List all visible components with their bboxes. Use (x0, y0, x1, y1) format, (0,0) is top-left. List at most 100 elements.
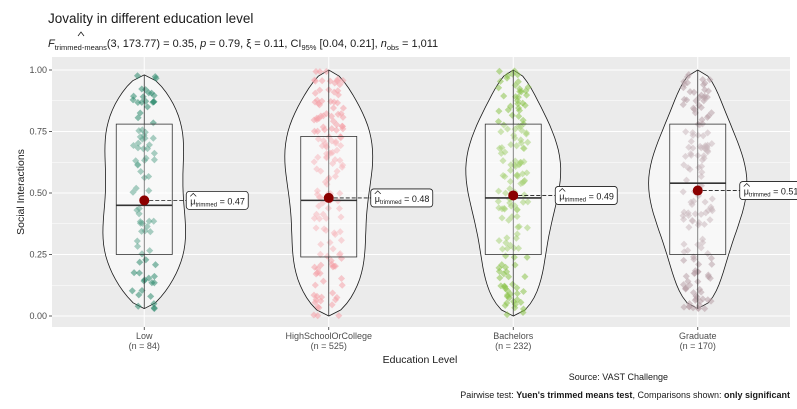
data-point (129, 188, 137, 196)
data-point (333, 167, 341, 175)
data-point (337, 213, 345, 221)
data-point (706, 76, 714, 84)
x-tick-n-label: (n = 232) (495, 341, 531, 351)
data-point (521, 273, 529, 281)
data-point (680, 256, 688, 264)
data-point (336, 156, 344, 164)
data-point (680, 248, 688, 256)
data-point (311, 263, 319, 271)
data-point (339, 125, 347, 133)
data-point (320, 225, 328, 233)
data-point (687, 151, 695, 159)
mean-label-box (554, 186, 618, 205)
data-point (495, 67, 503, 75)
mean-label: μtrimmed = 0.51 (744, 187, 797, 199)
x-tick-label: HighSchoolOrCollege (285, 331, 372, 341)
data-point (317, 261, 325, 269)
data-point (686, 281, 694, 289)
data-point (697, 172, 705, 181)
data-point (313, 190, 321, 198)
data-point (319, 112, 327, 120)
data-point (695, 163, 703, 172)
data-point (332, 126, 340, 134)
data-point (510, 131, 518, 139)
box (115, 123, 173, 255)
data-point (697, 103, 705, 112)
x-axis-title: Education Level (383, 354, 458, 366)
data-point (143, 222, 151, 231)
data-point (706, 216, 714, 224)
data-point (517, 298, 525, 306)
data-point (684, 164, 692, 172)
data-point (704, 141, 712, 149)
data-point (681, 152, 690, 160)
x-axis: Low(n = 84) HighSchoolOrCollege(n = 525) B… (129, 327, 717, 351)
data-point (503, 234, 511, 242)
box (484, 123, 542, 255)
subtitle-es-symbol: ξ (246, 38, 251, 50)
subtitle-es-value: = 0.11, CI (251, 38, 301, 50)
caption-source: Source: VAST Challenge (569, 372, 668, 382)
mean-label: μtrimmed = 0.47 (190, 196, 245, 208)
data-point (330, 98, 338, 106)
data-point (500, 121, 508, 129)
data-point (138, 227, 146, 235)
data-point (699, 132, 707, 140)
data-point (691, 109, 699, 117)
data-point (329, 289, 337, 297)
data-point (707, 109, 716, 117)
data-point (145, 172, 153, 181)
data-point (523, 224, 531, 232)
x-tick-n-label: (n = 525) (311, 341, 347, 351)
data-point (516, 160, 524, 168)
data-point (336, 250, 344, 258)
data-point (138, 85, 146, 93)
data-point (498, 214, 506, 222)
data-point (513, 230, 521, 238)
data-point (686, 88, 694, 96)
y-axis: 0.00 0.25 0.50 0.75 1.00 (29, 65, 52, 321)
data-point (313, 269, 321, 277)
data-point (150, 279, 158, 287)
data-point (152, 74, 160, 82)
data-point (495, 237, 503, 245)
y-tick-label: 0.50 (29, 188, 47, 198)
data-point (312, 224, 320, 232)
data-point (515, 223, 523, 231)
data-point (682, 176, 691, 184)
data-point (146, 247, 154, 255)
mean-point (139, 195, 150, 206)
data-point (150, 300, 158, 308)
data-point (310, 116, 318, 124)
data-point (331, 230, 339, 239)
groups: μtrimmed = 0.47 μtrimmed = 0.48 μtrimmed =… (102, 67, 797, 320)
data-point (145, 141, 153, 149)
data-point (707, 254, 715, 262)
data-point (501, 172, 509, 181)
data-point (685, 300, 694, 308)
data-point (145, 187, 153, 195)
group-3: μtrimmed = 0.51 (648, 69, 797, 313)
data-point (336, 189, 344, 197)
data-point (311, 77, 319, 85)
data-point (704, 129, 712, 137)
data-point (514, 93, 522, 101)
data-point (318, 293, 326, 301)
data-point (498, 245, 507, 253)
data-point (690, 197, 698, 205)
data-point (514, 172, 522, 180)
data-point (500, 92, 508, 100)
data-point (134, 139, 142, 147)
data-point (146, 228, 154, 236)
data-point (337, 236, 345, 244)
data-point (519, 308, 527, 317)
y-tick-label: 0.00 (29, 311, 47, 321)
chart-subtitle: Ftrimmed-means(3, 173.77) = 0.35, p = 0.… (48, 38, 438, 52)
data-point (318, 142, 326, 150)
data-point (149, 98, 157, 106)
mean-label-box (185, 190, 249, 210)
data-point (315, 215, 323, 223)
data-point (503, 125, 512, 133)
mean-label: μtrimmed = 0.48 (375, 194, 430, 206)
data-point (133, 237, 141, 245)
